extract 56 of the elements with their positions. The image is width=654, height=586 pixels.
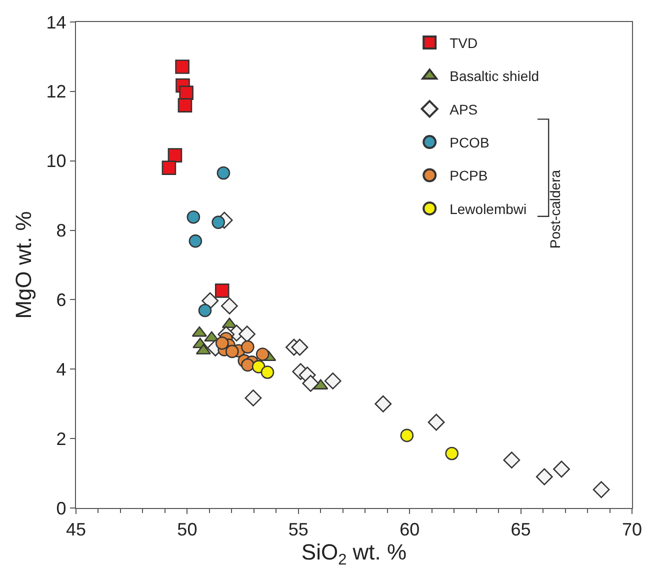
point [536,468,553,486]
y-tick-label: 0 [56,498,66,518]
x-tick-label: 50 [177,520,198,540]
point [186,210,200,224]
legend-label: PCOB [450,134,490,151]
point [202,292,219,310]
point [244,390,262,406]
legend-label: TVD [450,34,478,51]
legend-label: Basaltic shield [450,68,540,84]
x-tick-label: 55 [288,520,308,540]
point [175,60,190,74]
y-tick-label: 10 [46,151,66,172]
point [291,338,308,356]
y-tick-label: 4 [56,359,66,380]
x-tick-label: 70 [622,520,642,540]
point [225,344,239,358]
point [168,148,182,162]
point [216,166,230,180]
point [445,446,459,460]
point [188,234,202,248]
point [214,284,230,298]
point [198,304,212,318]
point [178,98,192,112]
point [221,298,238,314]
point [400,428,414,442]
point [256,348,270,361]
point [553,460,570,478]
legend-label: PCPB [450,168,488,184]
x-tick-label: 65 [510,520,531,540]
y-tick-label: 14 [46,12,66,32]
x-axis-title: SiO$_{2}$ wt. % [301,540,407,568]
x-tick-label: 60 [400,520,420,540]
y-tick-label: 2 [56,428,66,449]
point [162,160,176,175]
point [238,326,256,343]
y-axis-title: MgO wt. % [11,211,36,319]
y-tick-label: 6 [56,290,66,310]
point [302,374,320,392]
point [212,216,225,229]
point [503,452,520,469]
point [592,481,610,498]
point [374,395,392,412]
point [428,414,445,431]
point [260,366,274,379]
legend-label: Lewolembwi [450,200,527,217]
point [241,340,254,354]
point [324,372,342,390]
y-tick-label: 8 [56,220,66,241]
annotation: Post-caldera [546,170,563,249]
legend-label: APS [450,101,478,118]
point [241,358,254,372]
point [215,336,229,350]
point [179,86,194,100]
x-tick-label: 45 [66,520,86,540]
point [252,360,266,374]
y-tick-label: 12 [46,82,66,102]
